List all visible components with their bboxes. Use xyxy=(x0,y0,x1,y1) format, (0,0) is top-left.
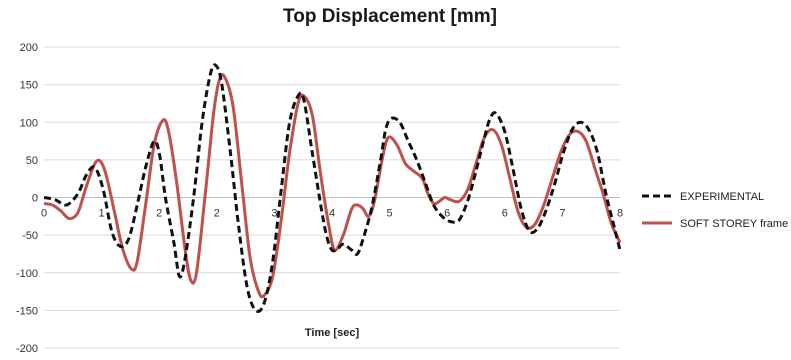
x-tick-label: 4 xyxy=(329,208,335,220)
y-tick-label: -50 xyxy=(22,230,38,242)
series-line-experimental xyxy=(43,63,622,313)
x-tick-label: 2 xyxy=(156,208,162,220)
y-tick-label: 50 xyxy=(26,155,38,167)
y-tick-label: -100 xyxy=(16,268,38,280)
legend-label-experimental: EXPERIMENTAL xyxy=(680,191,764,203)
legend-entry-soft-storey: SOFT STOREY frame xyxy=(642,218,788,230)
y-tick-labels: 200 150 100 50 0 -50 -100 -150 -200 xyxy=(16,42,38,355)
y-tick-label: 150 xyxy=(20,80,38,92)
x-axis-label: Time [sec] xyxy=(305,327,360,339)
x-tick-label: 0 xyxy=(41,208,47,220)
legend: EXPERIMENTAL SOFT STOREY frame xyxy=(642,191,788,230)
x-tick-label: 6 xyxy=(502,208,508,220)
y-tick-label: 200 xyxy=(20,42,38,54)
series-lines xyxy=(43,63,622,313)
x-tick-label: 6 xyxy=(444,208,450,220)
chart-title: Top Displacement [mm] xyxy=(283,6,497,27)
series-line-soft-storey xyxy=(43,73,622,299)
x-tick-label: 5 xyxy=(387,208,393,220)
legend-entry-experimental: EXPERIMENTAL xyxy=(642,191,764,203)
x-tick-label: 3 xyxy=(271,208,277,220)
x-tick-label: 8 xyxy=(617,208,623,220)
y-tick-label: -150 xyxy=(16,305,38,317)
y-tick-label: -200 xyxy=(16,343,38,355)
gridlines xyxy=(44,46,620,349)
legend-label-soft-storey: SOFT STOREY frame xyxy=(680,218,788,230)
x-tick-label: 2 xyxy=(214,208,220,220)
x-tick-label: 7 xyxy=(559,208,565,220)
x-tick-labels: 0 1 2 2 3 4 5 6 6 7 8 xyxy=(41,208,623,220)
y-tick-label: 0 xyxy=(32,193,38,205)
y-tick-label: 100 xyxy=(20,117,38,129)
x-tick-label: 1 xyxy=(99,208,105,220)
